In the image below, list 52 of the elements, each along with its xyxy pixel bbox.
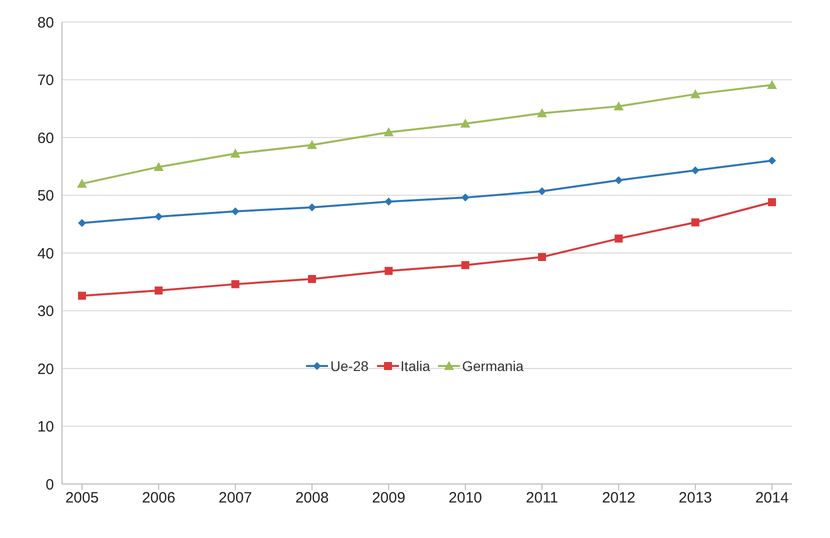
legend-label: Germania [461, 358, 524, 374]
y-tick-label: 80 [37, 14, 54, 32]
point [384, 198, 393, 206]
point [461, 194, 470, 202]
point [767, 80, 777, 89]
y-tick-label: 50 [37, 188, 54, 205]
point [768, 156, 776, 165]
y-tick-label: 30 [37, 303, 54, 320]
point [614, 101, 624, 110]
point [691, 218, 700, 226]
y-tick-label: 20 [37, 360, 54, 378]
point [308, 203, 316, 212]
x-tick-label: 2009 [372, 490, 406, 507]
point [230, 148, 240, 158]
y-tick-label: 40 [37, 245, 54, 262]
x-tick-label: 2014 [755, 490, 789, 507]
x-tick-label: 2005 [65, 490, 99, 507]
point [78, 218, 86, 227]
point [537, 108, 547, 118]
x-tick-label: 2006 [142, 490, 176, 507]
point [231, 280, 240, 288]
point [768, 198, 776, 206]
point [307, 140, 317, 150]
legend-label: Ue-28 [329, 358, 369, 374]
point [538, 187, 546, 196]
point [308, 274, 316, 283]
point [614, 176, 623, 184]
point [154, 286, 163, 295]
legend-label: Italia [400, 358, 430, 374]
x-tick-label: 2013 [678, 490, 712, 507]
point [461, 261, 470, 270]
point [77, 178, 87, 188]
x-tick-label: 2008 [295, 490, 329, 507]
point [460, 118, 470, 128]
point [384, 127, 394, 136]
y-tick-label: 70 [37, 72, 54, 90]
point [614, 234, 623, 243]
y-tick-label: 0 [46, 476, 54, 494]
y-tick-label: 10 [37, 418, 54, 436]
point [154, 212, 163, 221]
point [154, 162, 164, 171]
x-tick-label: 2010 [448, 490, 482, 507]
point [690, 89, 700, 98]
point [231, 207, 240, 216]
x-tick-label: 2007 [218, 490, 252, 507]
point [78, 292, 86, 300]
point [384, 266, 393, 275]
point [538, 253, 546, 262]
x-tick-label: 2011 [526, 490, 558, 507]
y-tick-label: 60 [37, 130, 54, 147]
point [691, 166, 700, 174]
x-tick-label: 2012 [602, 490, 636, 507]
